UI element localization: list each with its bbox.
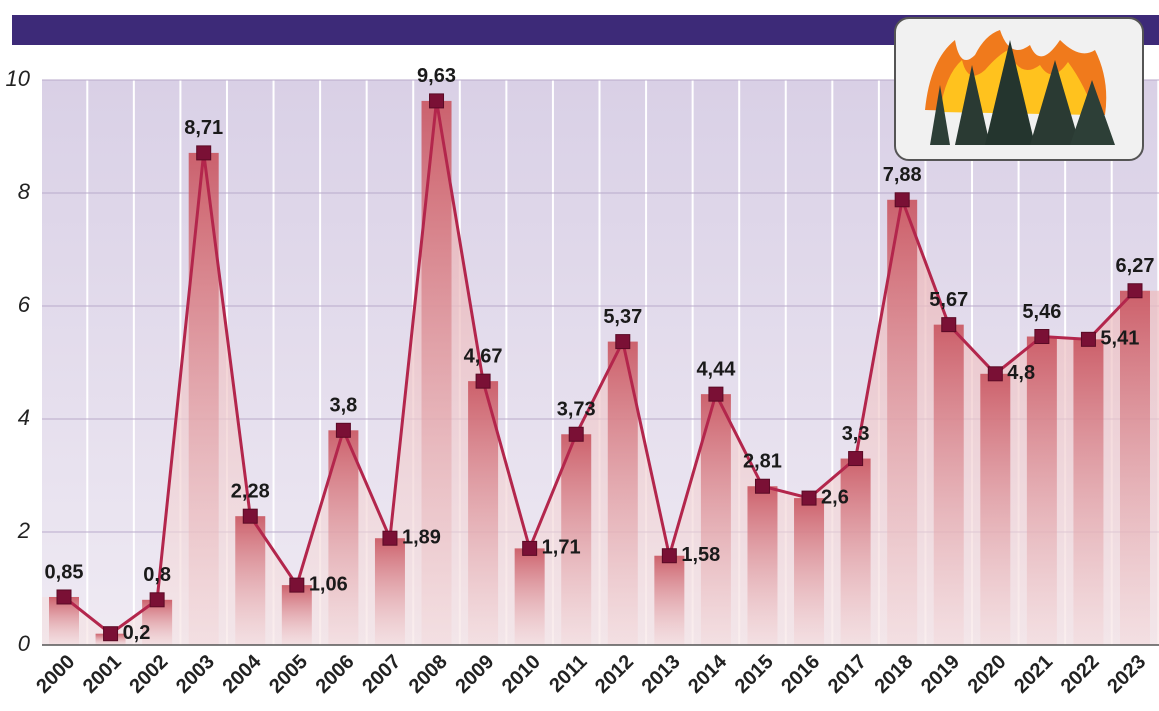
bar	[980, 374, 1010, 645]
data-label: 1,89	[402, 526, 441, 548]
y-tick-label: 10	[6, 66, 31, 91]
marker	[104, 627, 118, 641]
bar	[1073, 339, 1103, 645]
data-label: 3,8	[329, 395, 357, 417]
x-tick-label: 2006	[312, 651, 359, 698]
x-tick-label: 2009	[451, 651, 498, 698]
bar	[515, 548, 545, 645]
marker	[430, 94, 444, 108]
x-tick-label: 2018	[870, 651, 917, 698]
data-label: 2,6	[821, 486, 849, 508]
data-label: 5,37	[603, 306, 642, 328]
x-tick-label: 2023	[1103, 651, 1150, 698]
x-tick-label: 2019	[917, 651, 964, 698]
y-tick-label: 4	[18, 405, 30, 430]
marker	[895, 193, 909, 207]
x-tick-label: 2010	[498, 651, 545, 698]
data-label: 8,71	[184, 117, 223, 139]
x-tick-label: 2004	[219, 650, 267, 698]
x-tick-label: 2005	[265, 651, 312, 698]
bar	[282, 585, 312, 645]
y-tick-label: 6	[18, 292, 31, 317]
marker	[1128, 284, 1142, 298]
x-tick-label: 2013	[638, 651, 685, 698]
x-tick-label: 2000	[32, 651, 79, 698]
data-label: 4,67	[464, 345, 503, 367]
x-tick-label: 2011	[545, 651, 591, 697]
data-label: 1,06	[309, 573, 348, 595]
data-label: 9,63	[417, 65, 456, 87]
x-tick-label: 2015	[731, 651, 778, 698]
data-label: 2,81	[743, 451, 782, 473]
marker	[849, 452, 863, 466]
marker	[243, 509, 257, 523]
bar	[794, 498, 824, 645]
data-label: 3,3	[842, 423, 870, 445]
x-tick-label: 2007	[358, 651, 405, 698]
marker	[197, 146, 211, 160]
x-tick-label: 2020	[964, 651, 1011, 698]
marker	[1081, 332, 1095, 346]
data-label: 4,44	[696, 358, 736, 380]
marker	[569, 427, 583, 441]
marker	[290, 578, 304, 592]
marker	[942, 318, 956, 332]
marker	[57, 590, 71, 604]
x-tick-label: 2003	[172, 651, 219, 698]
data-label: 1,71	[542, 537, 581, 559]
data-label: 5,46	[1022, 301, 1061, 323]
x-tick-label: 2016	[777, 651, 824, 698]
data-label: 0,8	[143, 564, 171, 586]
bar	[235, 516, 265, 645]
x-tick-label: 2014	[684, 650, 732, 698]
bar	[375, 538, 405, 645]
chart: 0,85 0,2 0,8 8,71 2,28 1,06 3,8 1,89 9,63 4,67 1,7…	[0, 0, 1159, 711]
data-label: 2,28	[231, 480, 270, 502]
x-tick-label: 2017	[824, 651, 871, 698]
data-label: 5,67	[929, 289, 968, 311]
data-label: 3,73	[557, 399, 596, 421]
marker	[709, 387, 723, 401]
y-tick-label: 8	[18, 179, 31, 204]
fire-icon	[895, 18, 1143, 160]
bar	[747, 486, 777, 645]
marker	[755, 479, 769, 493]
marker	[523, 541, 537, 555]
marker	[1035, 330, 1049, 344]
data-label: 6,27	[1116, 255, 1155, 277]
marker	[988, 367, 1002, 381]
data-label: 7,88	[883, 164, 922, 186]
marker	[336, 423, 350, 437]
x-tick-label: 2001	[79, 651, 126, 698]
x-tick-label: 2022	[1057, 651, 1104, 698]
marker	[150, 593, 164, 607]
marker	[476, 374, 490, 388]
x-tick-label: 2012	[591, 651, 638, 698]
marker	[616, 335, 630, 349]
x-tick-label: 2008	[405, 651, 452, 698]
data-label: 5,41	[1100, 328, 1139, 350]
data-label: 0,85	[45, 561, 84, 583]
bar	[934, 325, 964, 645]
data-label: 4,8	[1007, 362, 1035, 384]
page: {"chart_data": {"type": "line", "categor…	[0, 0, 1159, 711]
marker	[662, 549, 676, 563]
x-tick-label: 2002	[125, 651, 172, 698]
data-label: 0,2	[123, 622, 151, 644]
bar	[654, 556, 684, 645]
y-tick-label: 0	[18, 631, 31, 656]
y-tick-label: 2	[17, 518, 30, 543]
x-tick-label: 2021	[1010, 651, 1057, 698]
data-label: 1,58	[681, 544, 720, 566]
marker	[383, 531, 397, 545]
marker	[802, 491, 816, 505]
bar	[422, 101, 452, 645]
